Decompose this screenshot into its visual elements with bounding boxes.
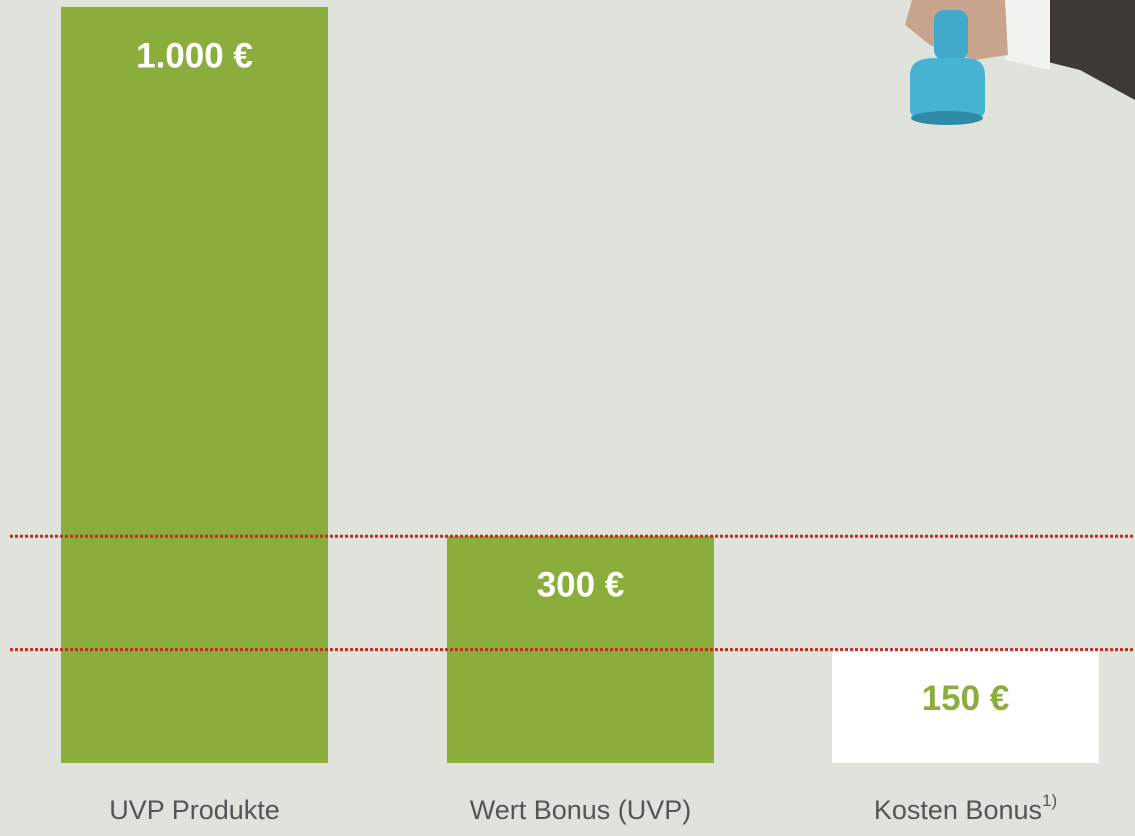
footnote-mark: 1) — [1042, 791, 1057, 810]
value-label: 300 € — [537, 565, 625, 604]
bar — [61, 7, 328, 763]
category-name: Wert Bonus (UVP) — [470, 795, 692, 825]
x-tick-label: UVP Produkte — [109, 795, 280, 825]
photo-hand-kettlebell — [905, 0, 1135, 125]
category-name: UVP Produkte — [109, 795, 280, 825]
x-tick-label: Wert Bonus (UVP) — [470, 795, 692, 825]
value-label: 150 € — [922, 679, 1010, 718]
x-tick-label: Kosten Bonus1) — [874, 791, 1057, 825]
category-name: Kosten Bonus — [874, 795, 1042, 825]
bar — [832, 649, 1099, 763]
value-label: 1.000 € — [136, 36, 253, 75]
